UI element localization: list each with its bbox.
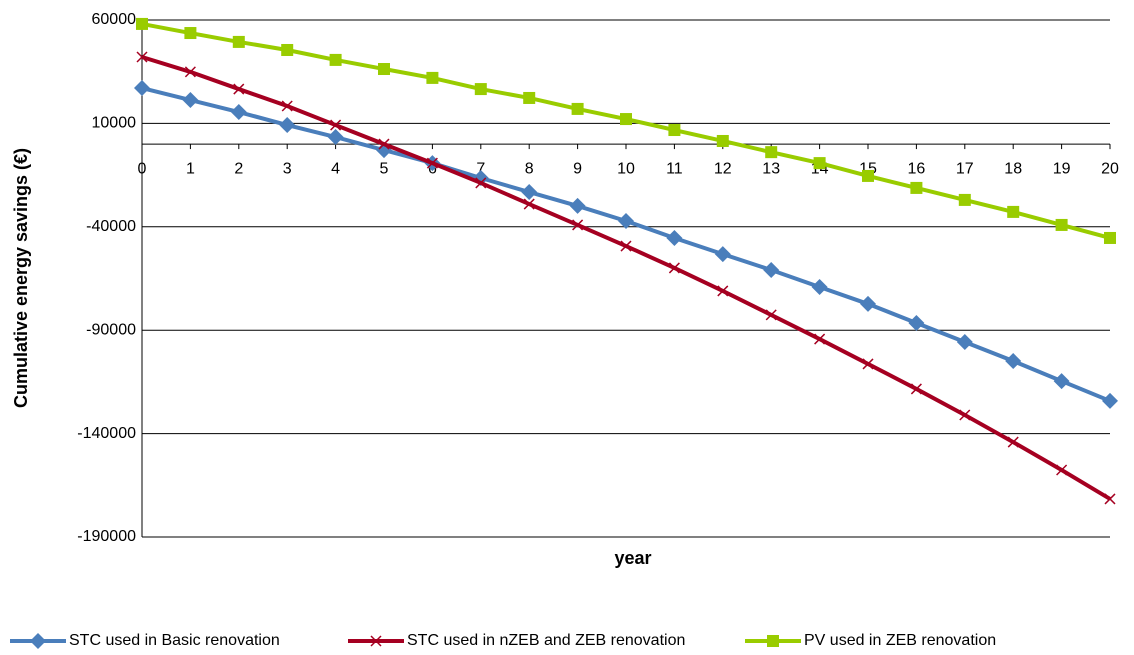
legend-marker bbox=[767, 635, 779, 647]
data-point bbox=[184, 66, 196, 78]
data-point bbox=[714, 246, 731, 263]
x-tick-label: 17 bbox=[956, 160, 974, 177]
y-axis-title: Cumulative energy savings (€) bbox=[11, 148, 31, 408]
data-point bbox=[910, 181, 923, 194]
data-point bbox=[378, 63, 390, 76]
y-tick-label: -190000 bbox=[77, 528, 136, 545]
x-tick-label: 11 bbox=[666, 160, 683, 177]
legend-label: STC used in nZEB and ZEB renovation bbox=[407, 632, 685, 649]
data-point bbox=[1102, 392, 1118, 409]
x-tick-label: 10 bbox=[617, 160, 635, 177]
data-point bbox=[279, 117, 296, 134]
data-point bbox=[281, 43, 294, 56]
data-point bbox=[908, 314, 925, 331]
data-point bbox=[910, 383, 922, 395]
data-point bbox=[475, 177, 487, 189]
data-point bbox=[862, 169, 874, 182]
data-point bbox=[521, 184, 538, 201]
y-tick-label: -90000 bbox=[86, 321, 136, 338]
data-point bbox=[618, 213, 634, 230]
data-point bbox=[765, 309, 777, 321]
x-tick-label: 19 bbox=[1053, 160, 1071, 177]
data-point bbox=[378, 138, 390, 150]
legend-marker bbox=[30, 633, 46, 649]
data-point bbox=[230, 104, 247, 121]
legend-marker bbox=[370, 635, 382, 647]
x-tick-label: 18 bbox=[1004, 160, 1022, 177]
y-tick-label: -40000 bbox=[86, 218, 136, 235]
y-tick-label: 60000 bbox=[92, 11, 137, 28]
data-point bbox=[329, 53, 342, 66]
x-tick-label: 9 bbox=[573, 160, 582, 177]
data-point bbox=[523, 198, 535, 210]
data-point bbox=[1053, 373, 1070, 390]
data-point bbox=[1007, 436, 1019, 448]
x-tick-label: 5 bbox=[380, 160, 389, 177]
data-point bbox=[620, 113, 632, 126]
data-point bbox=[523, 91, 536, 104]
data-point bbox=[813, 157, 826, 170]
data-point bbox=[814, 333, 826, 345]
data-point bbox=[136, 51, 148, 63]
legend-label: STC used in Basic renovation bbox=[69, 632, 280, 649]
x-tick-label: 2 bbox=[234, 160, 243, 177]
data-point bbox=[1104, 231, 1116, 244]
data-point bbox=[426, 71, 439, 84]
data-point bbox=[281, 100, 293, 112]
x-tick-label: 12 bbox=[714, 160, 732, 177]
data-point bbox=[327, 129, 344, 146]
data-point bbox=[860, 295, 876, 312]
data-point bbox=[717, 285, 729, 297]
data-point bbox=[136, 17, 148, 30]
data-point bbox=[1005, 353, 1022, 370]
data-point bbox=[620, 240, 632, 252]
x-tick-label: 4 bbox=[331, 160, 340, 177]
x-tick-label: 7 bbox=[476, 160, 485, 177]
data-point bbox=[958, 193, 971, 206]
data-point bbox=[182, 92, 199, 109]
data-point bbox=[668, 262, 680, 274]
x-tick-label: 16 bbox=[908, 160, 926, 177]
data-point bbox=[1056, 464, 1068, 476]
data-point bbox=[571, 102, 584, 115]
data-point bbox=[474, 83, 487, 96]
data-point bbox=[716, 134, 729, 147]
data-point bbox=[765, 146, 778, 159]
data-point bbox=[1104, 493, 1116, 505]
data-point bbox=[572, 219, 584, 231]
x-tick-label: 1 bbox=[186, 160, 195, 177]
data-point bbox=[1055, 218, 1068, 231]
data-point bbox=[232, 35, 245, 48]
data-point bbox=[862, 358, 874, 370]
data-point bbox=[1007, 205, 1020, 218]
x-tick-label: 13 bbox=[762, 160, 780, 177]
data-point bbox=[811, 278, 828, 295]
x-tick-label: 20 bbox=[1101, 160, 1119, 177]
data-point bbox=[426, 157, 438, 169]
y-tick-label: -140000 bbox=[77, 425, 136, 442]
data-point bbox=[134, 80, 150, 97]
data-point bbox=[668, 124, 681, 137]
data-point bbox=[233, 83, 245, 95]
data-point bbox=[666, 229, 683, 246]
x-tick-label: 8 bbox=[525, 160, 534, 177]
x-tick-label: 3 bbox=[283, 160, 292, 177]
x-axis-title: year bbox=[614, 548, 651, 568]
data-point bbox=[959, 409, 971, 421]
data-point bbox=[956, 333, 973, 350]
legend-label: PV used in ZEB renovation bbox=[804, 632, 996, 649]
data-point bbox=[330, 119, 342, 131]
data-point bbox=[763, 262, 780, 279]
y-tick-label: 10000 bbox=[92, 115, 137, 132]
data-point bbox=[569, 197, 586, 214]
data-point bbox=[184, 27, 197, 40]
x-tick-label: 0 bbox=[138, 160, 147, 177]
